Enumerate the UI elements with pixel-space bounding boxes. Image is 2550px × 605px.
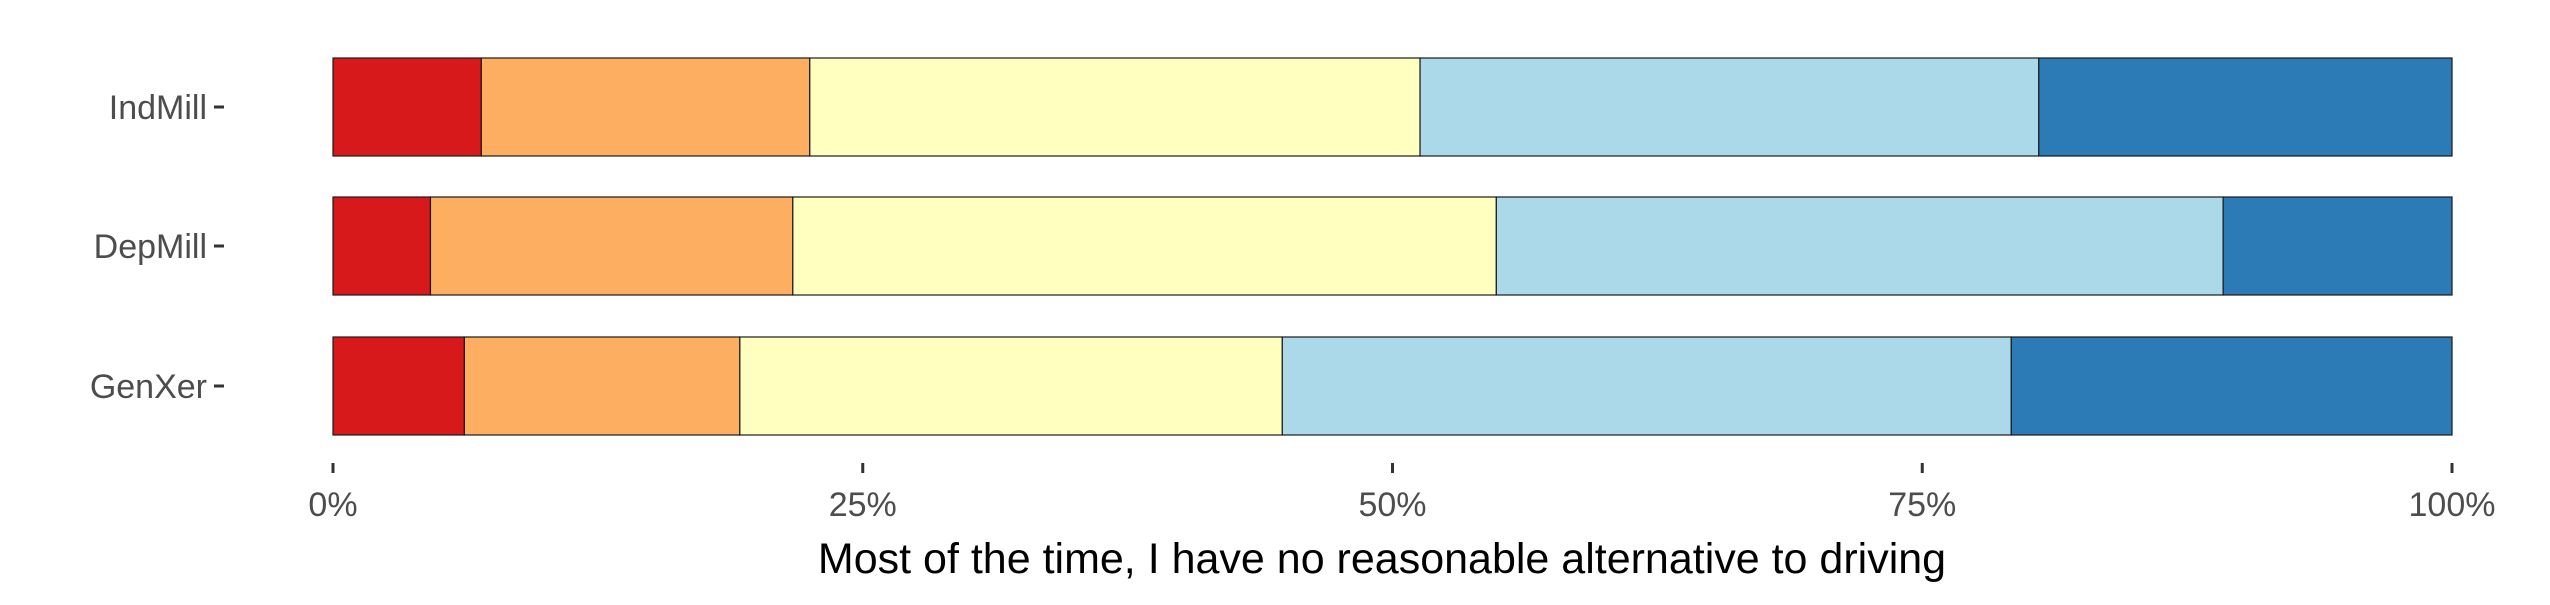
bar-segment-indmill-5 [2038, 57, 2453, 157]
bar-segment-indmill-4 [1419, 57, 2040, 157]
x-tick-label: 100% [2409, 486, 2496, 524]
bar-segment-depmill-1 [332, 196, 432, 296]
y-tick-label-depmill: DepMill [94, 228, 207, 266]
bar-segment-genxer-5 [2010, 336, 2453, 436]
y-axis: IndMill DepMill GenXer [90, 89, 224, 406]
x-tick-label: 0% [308, 486, 357, 524]
bar-segment-depmill-4 [1495, 196, 2224, 296]
bar-segment-indmill-2 [480, 57, 811, 157]
bar-segment-indmill-1 [332, 57, 482, 157]
bar-segment-genxer-4 [1281, 336, 2012, 436]
x-axis-title: Most of the time, I have no reasonable a… [818, 535, 1946, 583]
bar-segment-depmill-3 [792, 196, 1497, 296]
x-tick-label: 75% [1888, 486, 1956, 524]
bar-segment-genxer-3 [739, 336, 1283, 436]
y-tick-label-indmill: IndMill [109, 89, 207, 127]
x-tick-label: 25% [829, 486, 897, 524]
y-tick-label-genxer: GenXer [90, 368, 207, 406]
bar-segment-depmill-2 [429, 196, 794, 296]
bar-segment-indmill-3 [809, 57, 1421, 157]
bar-segment-depmill-5 [2222, 196, 2453, 296]
bar-segment-genxer-1 [332, 336, 465, 436]
bars-layer [332, 57, 2453, 436]
x-axis: 0% 25% 50% 75% 100% [308, 463, 2495, 524]
x-tick-label: 50% [1358, 486, 1426, 524]
bar-segment-genxer-2 [463, 336, 741, 436]
